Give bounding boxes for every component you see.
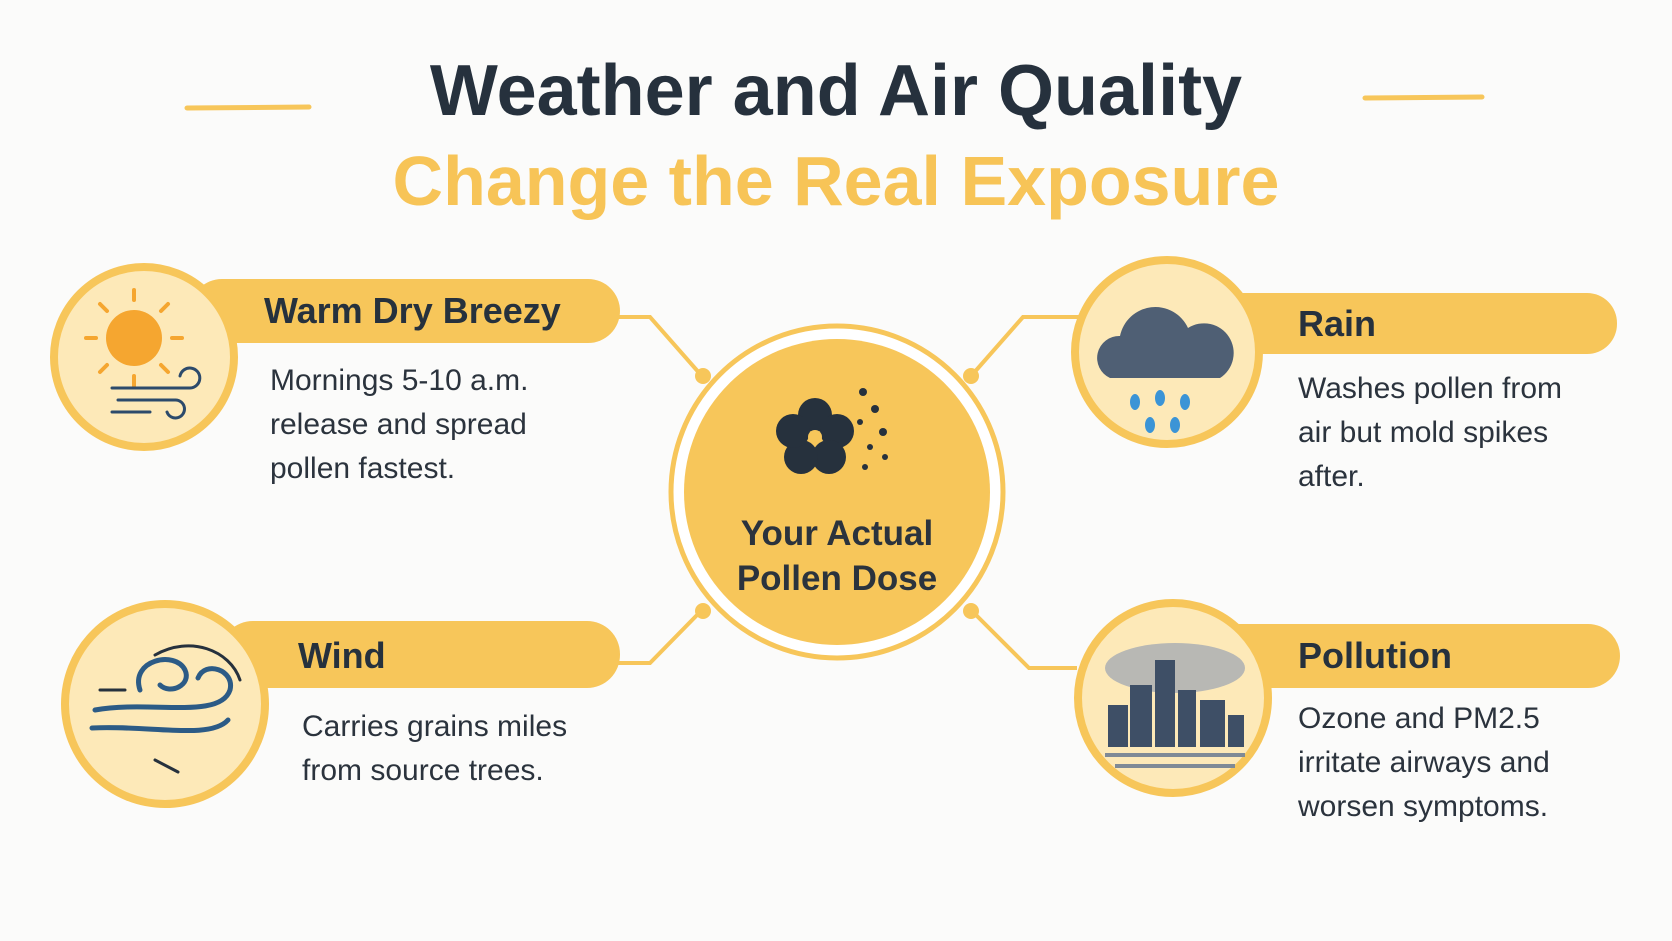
card-description: Mornings 5-10 a.m. <box>270 364 528 397</box>
cards: Warm Dry Breezy Mornings 5-10 a.m. release… <box>264 290 1562 823</box>
connector-dots <box>695 368 979 619</box>
connectors <box>618 315 1082 670</box>
card-description: after. <box>1298 460 1365 493</box>
card-pills <box>190 279 1620 688</box>
subtitle: Change the Real Exposure <box>393 142 1280 220</box>
card-description: air but mold spikes <box>1298 416 1548 449</box>
title: Weather and Air Quality <box>430 51 1242 131</box>
card-description: Washes pollen from <box>1298 372 1562 405</box>
card-description: irritate airways and <box>1298 746 1550 779</box>
card-description: Carries grains miles <box>302 710 567 743</box>
pollution-icon <box>1105 643 1245 768</box>
decor-line <box>1362 94 1485 101</box>
card-description: pollen fastest. <box>270 452 455 485</box>
card-description: from source trees. <box>302 754 544 787</box>
wind-icon <box>89 644 242 774</box>
card-title: Rain <box>1298 303 1376 344</box>
center-hub: Your Actual Pollen Dose <box>668 323 1006 661</box>
rain-icon <box>1097 307 1234 433</box>
card-description: Ozone and PM2.5 <box>1298 702 1540 735</box>
center-label: Your Actual <box>741 514 934 553</box>
card-title: Wind <box>298 635 386 676</box>
card-title: Warm Dry Breezy <box>264 290 561 331</box>
decor-line <box>184 104 312 111</box>
card-title: Pollution <box>1298 635 1452 676</box>
center-label: Pollen Dose <box>737 559 937 598</box>
card-description: worsen symptoms. <box>1297 790 1548 823</box>
sun-icon <box>84 288 202 420</box>
card-description: release and spread <box>270 408 527 441</box>
